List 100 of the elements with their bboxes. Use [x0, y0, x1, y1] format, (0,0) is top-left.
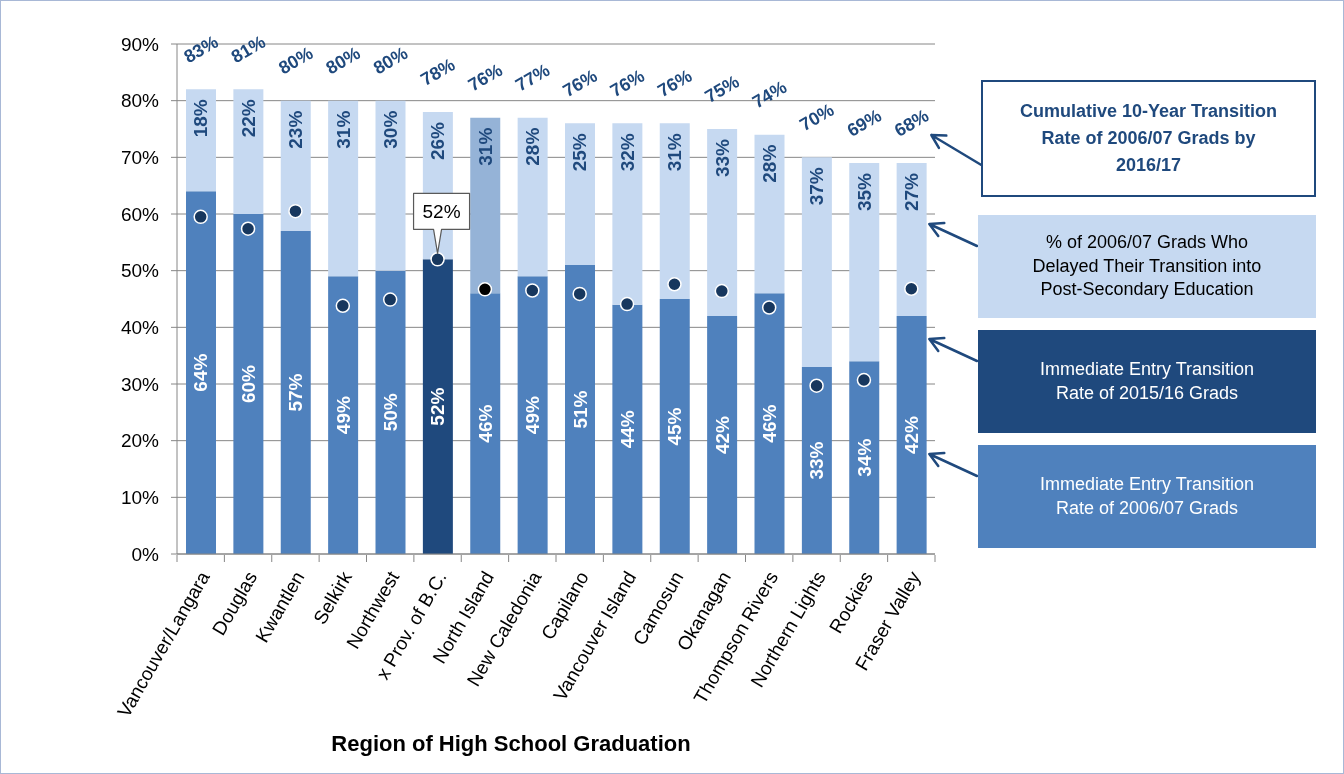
data-label: 37%: [806, 167, 828, 206]
annotation: 52%: [422, 200, 461, 222]
point: [525, 283, 540, 298]
data-label: 33%: [711, 138, 733, 178]
data-label: 28%: [759, 144, 780, 183]
text: Cumulative 10-Year Transition Rate of 2006/07 Grads by 2016/17: [1018, 100, 1279, 177]
total-label: 76%: [464, 60, 506, 96]
bar: [328, 100, 359, 277]
data-label: 32%: [616, 133, 638, 172]
data-label: 42%: [711, 415, 733, 455]
bar: [186, 89, 216, 192]
bar: [375, 100, 406, 271]
data-label: 51%: [569, 390, 591, 429]
point: [761, 300, 777, 315]
bar: [375, 270, 406, 554]
data-label: 31%: [474, 127, 496, 166]
bar: [422, 259, 453, 554]
bar: [470, 117, 501, 294]
total-label: 69%: [843, 105, 885, 141]
bar: [565, 265, 595, 554]
data-label: 30%: [380, 110, 401, 149]
total-label: 80%: [275, 43, 317, 79]
data-label: 64%: [190, 353, 212, 392]
x-axis-title: Region of High School Graduation: [331, 731, 691, 756]
point: [430, 252, 445, 267]
bar: [896, 163, 927, 316]
y-tick-label: 30%: [120, 373, 160, 395]
y-tick-label: 80%: [120, 90, 160, 112]
total-label: 68%: [891, 105, 933, 141]
bar: [517, 117, 548, 277]
data-label: 45%: [664, 407, 686, 446]
total-label: 76%: [559, 65, 601, 101]
bar: [233, 214, 264, 554]
y-tick-label: 40%: [120, 317, 160, 339]
y-tick-label: 50%: [120, 260, 160, 282]
data-label: 46%: [759, 404, 780, 443]
bar: [280, 231, 311, 554]
data-label: 31%: [332, 110, 354, 149]
y-tick-label: 60%: [120, 203, 160, 225]
data-label: 22%: [237, 99, 259, 138]
point: [714, 283, 730, 299]
total-label: 80%: [322, 43, 364, 79]
total-label: 78%: [417, 54, 459, 90]
point: [619, 296, 635, 312]
point: [382, 292, 398, 307]
data-label: 50%: [380, 393, 401, 432]
bar: [801, 157, 832, 367]
bar: [896, 316, 927, 554]
y-tick-label: 20%: [120, 430, 160, 452]
data-label: 57%: [285, 373, 307, 412]
y-tick-label: 90%: [120, 33, 160, 55]
total-label: 83%: [180, 31, 222, 67]
point: [667, 277, 682, 292]
total-label: 80%: [369, 43, 412, 79]
bar: [801, 367, 832, 554]
bar: [470, 293, 501, 554]
data-label: 46%: [474, 404, 496, 443]
point: [193, 209, 208, 225]
point: [904, 281, 919, 297]
bar: [612, 123, 643, 305]
point: [335, 298, 351, 314]
bar: [707, 316, 738, 554]
bar: [565, 123, 595, 265]
point: [240, 221, 256, 236]
data-label: 44%: [616, 410, 638, 449]
data-label: 49%: [332, 396, 354, 435]
data-label: 52%: [427, 387, 449, 426]
data-label: 42%: [901, 415, 923, 455]
data-label: 33%: [806, 441, 828, 480]
data-label: 23%: [285, 110, 307, 149]
bar: [707, 129, 738, 316]
point: [477, 282, 493, 297]
bar: [233, 89, 264, 214]
data-label: 49%: [522, 396, 544, 435]
text: % of 2006/07 Grads Who Delayed Their Transition into Post-Secondary Education: [1031, 231, 1263, 302]
data-label: 18%: [190, 99, 212, 138]
bar: [754, 293, 785, 554]
data-label: 35%: [853, 172, 875, 212]
bar: [517, 276, 548, 554]
total-label: 76%: [654, 65, 696, 101]
data-label: 31%: [664, 133, 686, 172]
point: [856, 372, 872, 388]
point: [809, 378, 824, 393]
y-tick-label: 10%: [120, 487, 160, 509]
bar: [659, 123, 690, 299]
y-tick-label: 0%: [131, 543, 160, 565]
text: Immediate Entry Transition Rate of 2006/07 Grads: [1038, 473, 1256, 520]
bar: [754, 134, 785, 294]
text: Immediate Entry Transition Rate of 2015/16 Grads: [1038, 358, 1256, 405]
data-label: 27%: [901, 172, 923, 212]
bar: [849, 361, 880, 554]
data-label: 28%: [522, 127, 544, 166]
data-label: 60%: [237, 364, 259, 404]
y-tick-label: 70%: [120, 147, 160, 169]
total-label: 77%: [512, 60, 554, 96]
point: [572, 286, 587, 302]
data-label: 26%: [427, 121, 449, 161]
bar: [659, 299, 690, 554]
bar: [280, 100, 311, 231]
bar: [849, 163, 880, 362]
